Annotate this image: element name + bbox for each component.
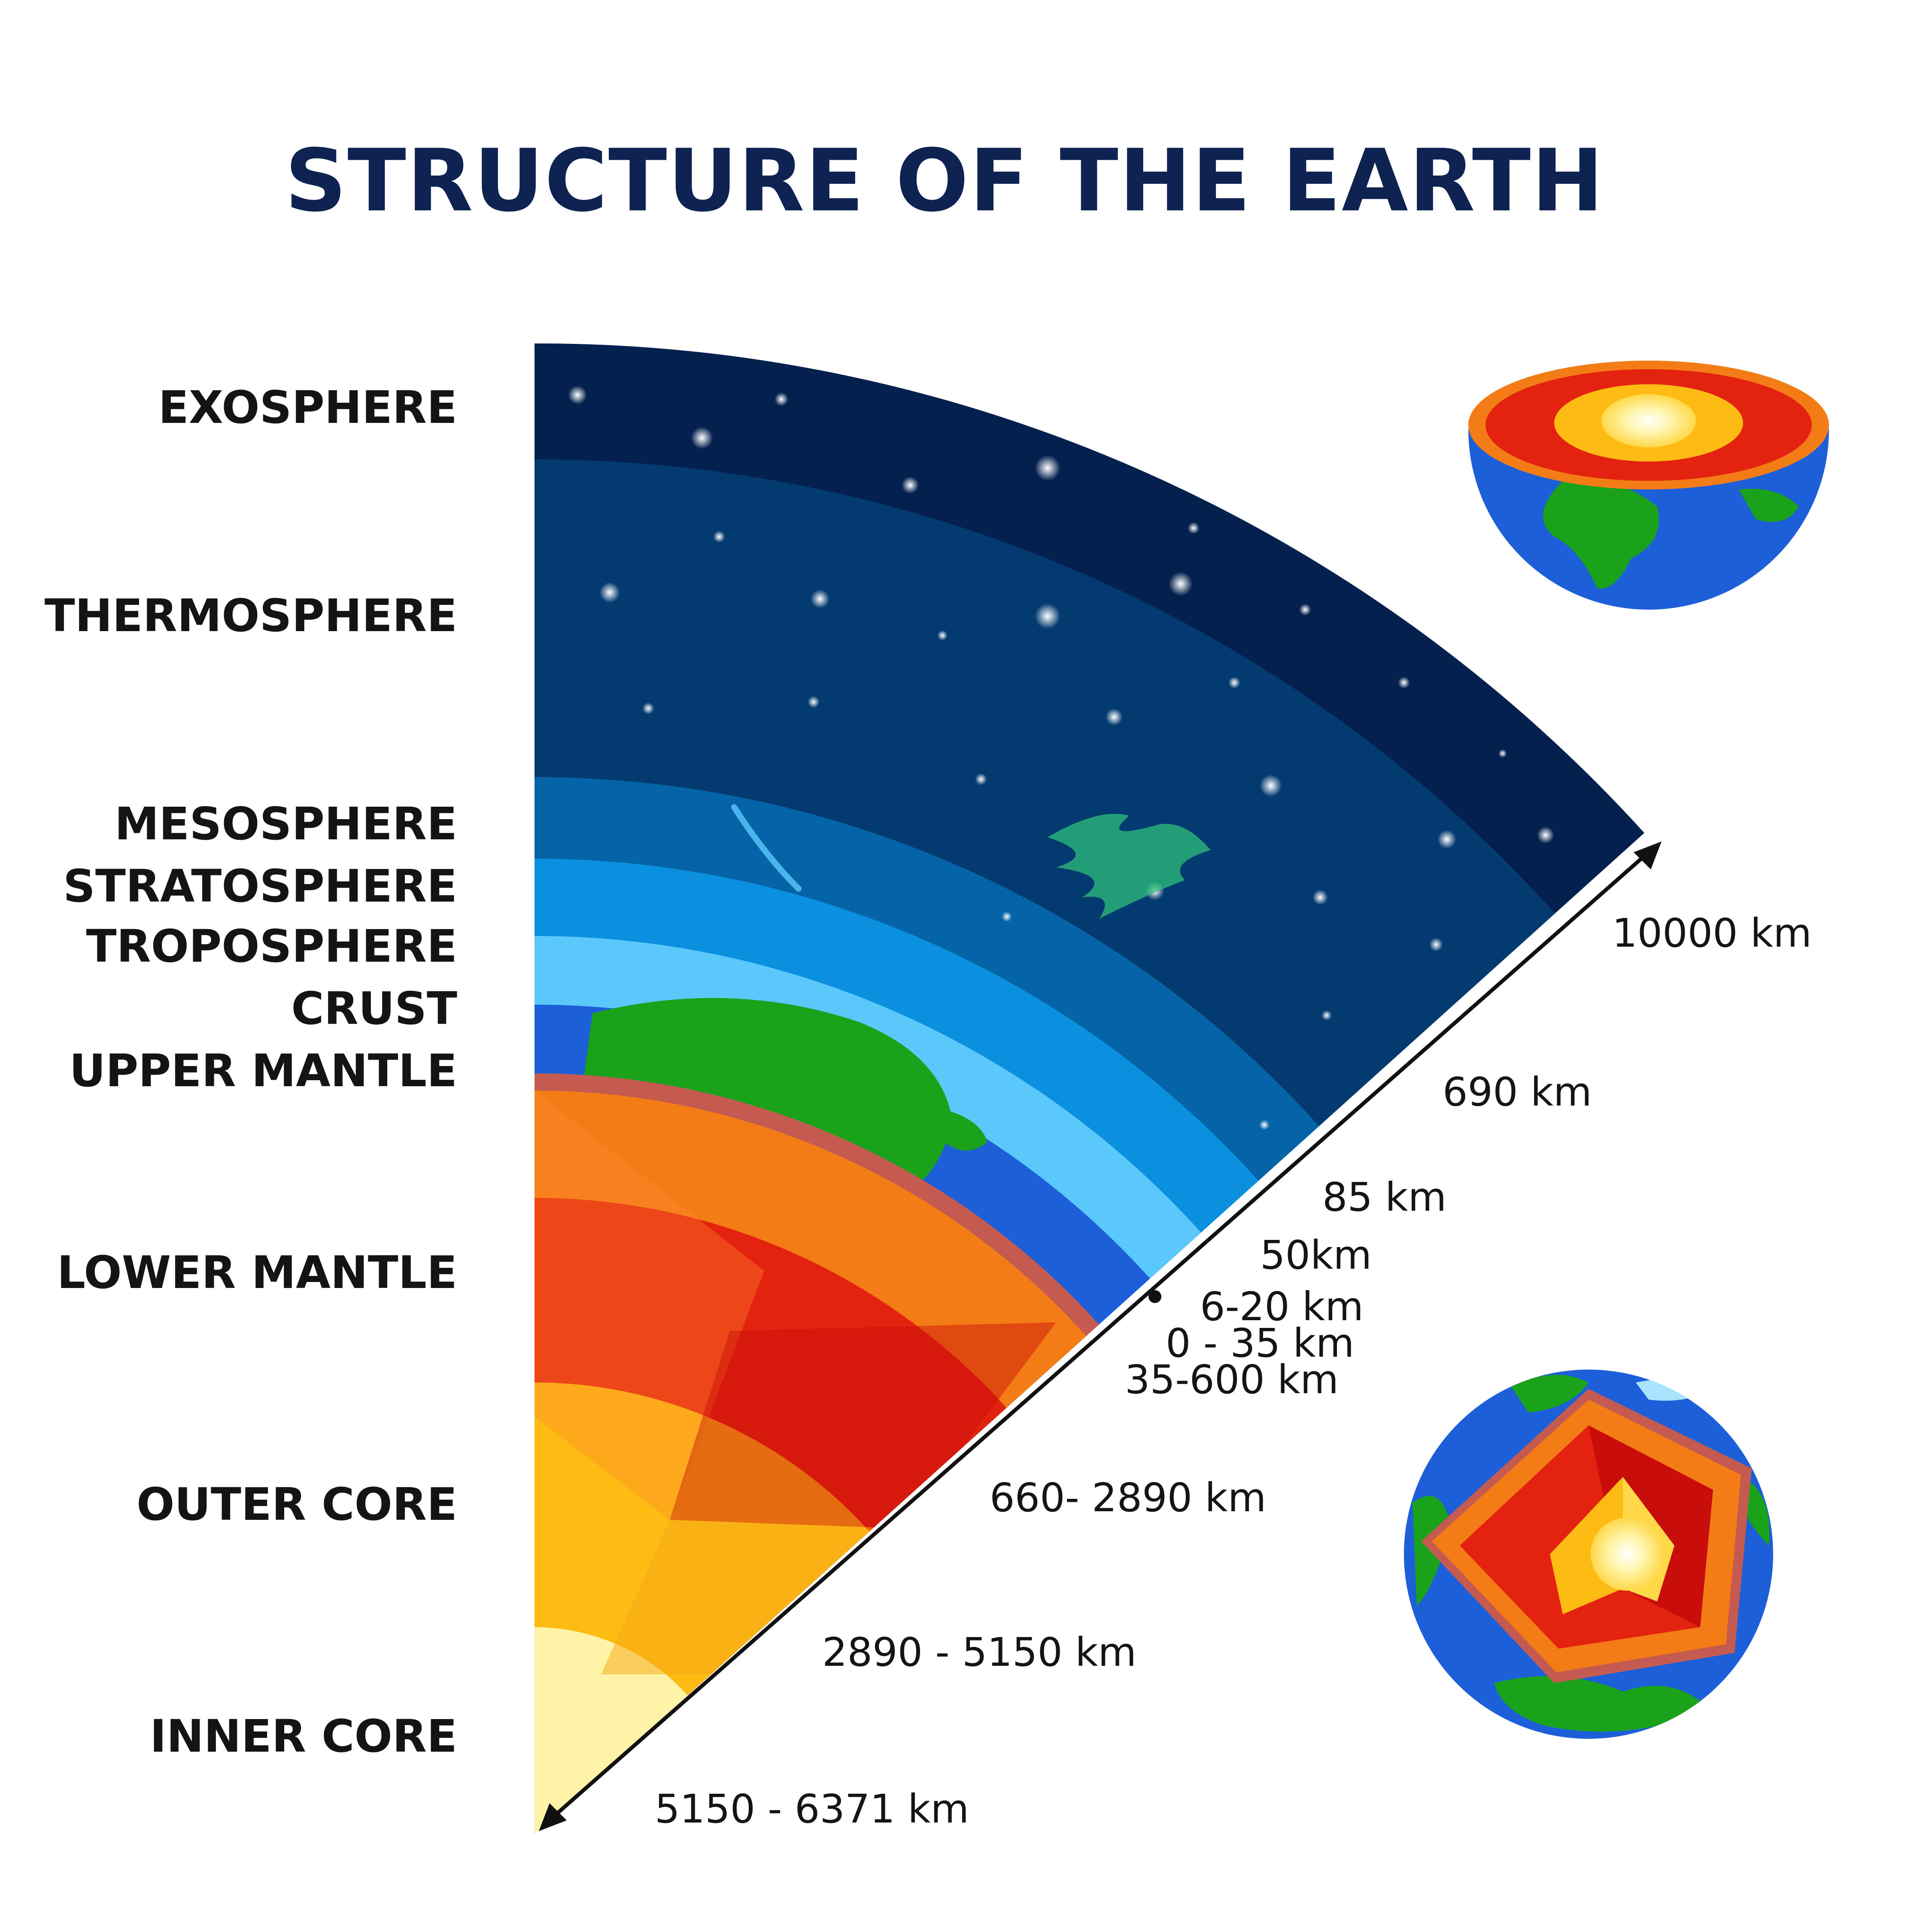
depth-stratosphere: 50km [1260,1232,1372,1278]
stars [568,386,1554,1130]
star [1429,938,1443,951]
label-crust: CRUST [291,982,457,1035]
inner-core-band [535,1627,741,1834]
continent-shape-small [936,1108,987,1151]
star [1398,677,1410,689]
label-thermosphere: THERMOSPHERE [45,589,457,642]
label-troposphere: TROPOSPHERE [86,920,457,972]
label-exosphere: EXOSPHERE [158,381,457,434]
depth-exosphere: 10000 km [1612,910,1812,956]
depth-mesosphere: 85 km [1322,1174,1446,1220]
hemisphere-land [1543,479,1659,589]
lower-mantle-facet [670,1322,1056,1528]
star [691,427,713,449]
depth-upper-mantle: 35-600 km [1125,1357,1339,1403]
star [1188,522,1200,534]
star [975,773,987,785]
star [1002,911,1012,922]
depth-crust: 0 - 35 km [1166,1320,1354,1366]
star [1035,455,1060,481]
depth-axis-line [550,851,1650,1820]
mantle-cutaway-facet [535,1091,764,1520]
label-outer-core: OUTER CORE [137,1478,457,1531]
star [568,386,587,404]
star [808,696,820,708]
star [642,702,654,714]
star [1228,677,1240,689]
star [811,589,829,608]
surface-marker [1148,1290,1161,1303]
globe-inner-core [1591,1518,1664,1591]
star [775,392,788,406]
depth-thermosphere: 690 km [1443,1069,1592,1115]
depth-troposphere: 6-20 km [1200,1284,1364,1330]
depth-labels: 10000 km 690 km 85 km 50km 6-20 km 0 - 3… [655,910,1812,1832]
meteor-trail [731,804,802,892]
depth-outer-core: 2890 - 5150 km [822,1629,1136,1675]
star [1260,775,1282,797]
star [937,630,948,641]
label-stratosphere: STRATOSPHERE [63,860,457,912]
star [1312,890,1328,905]
label-upper-mantle: UPPER MANTLE [70,1045,458,1097]
star [1437,830,1456,849]
star [1169,572,1193,596]
star [599,582,620,603]
aurora-shape [1048,814,1211,919]
label-inner-core: INNER CORE [150,1710,457,1762]
star [1106,708,1123,726]
hemisphere-illustration [1468,361,1829,610]
label-mesosphere: MESOSPHERE [115,798,457,850]
layer-labels: EXOSPHERE THERMOSPHERE MESOSPHERE STRATO… [45,381,457,1762]
star [1321,1010,1332,1021]
depth-lower-mantle: 660- 2890 km [990,1475,1266,1521]
cross-section-wedge [535,343,1644,1834]
star [1259,1120,1270,1130]
hemisphere-land-right [1739,489,1799,522]
globe-land-bottom [1494,1676,1709,1732]
star [1537,826,1554,844]
star [1035,603,1060,629]
globe-cutaway-illustration [1404,1370,1773,1739]
globe-land-top [1511,1375,1589,1413]
label-lower-mantle: LOWER MANTLE [57,1246,457,1299]
depth-inner-core: 5150 - 6371 km [655,1786,969,1832]
star [713,531,725,543]
axis-arrow-bottom [539,1803,567,1831]
hemisphere-inner-core [1601,394,1696,447]
star [1498,749,1507,758]
star [1299,604,1311,616]
star [902,477,919,494]
axis-arrow-top [1634,841,1662,869]
page-title: STRUCTURE OF THE EARTH [285,131,1604,231]
depth-axis [539,841,1662,1831]
outer-core-facet [601,1520,902,1674]
